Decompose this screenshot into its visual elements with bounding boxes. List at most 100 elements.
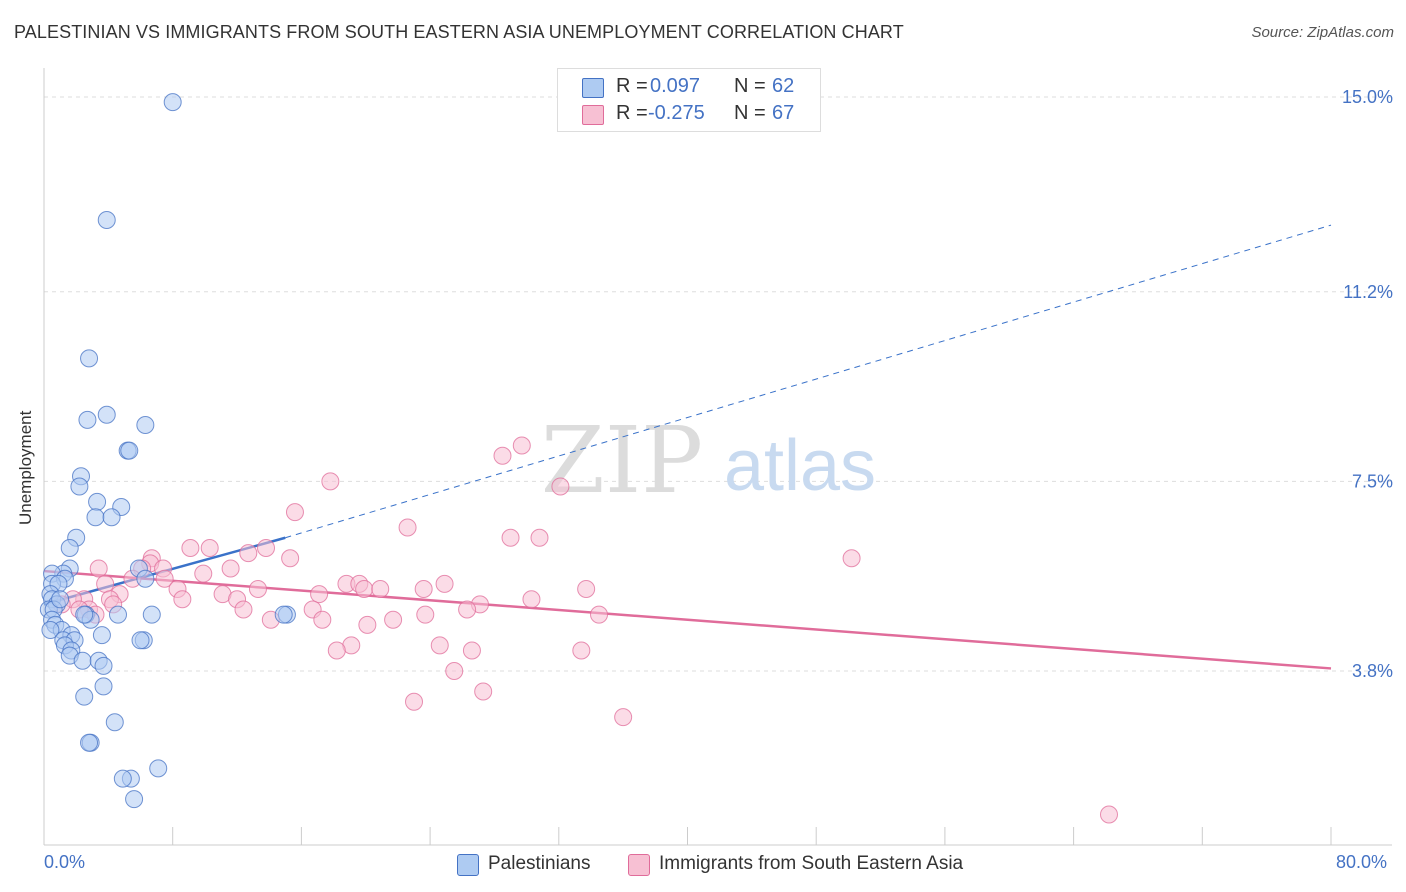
immigrants-point <box>614 708 633 727</box>
immigrants-point <box>313 610 332 629</box>
legend-r-value: -0.275 <box>648 102 705 124</box>
y-tick-label: 11.2% <box>1343 282 1393 302</box>
immigrants-point <box>551 477 570 496</box>
palestinians-point <box>105 713 124 732</box>
legend-swatch-pink <box>582 105 604 125</box>
watermark-atlas: atlas <box>724 426 876 506</box>
palestinians-point <box>88 492 107 511</box>
legend-row-palestinians: R = 0.097 N = 62 <box>558 73 820 101</box>
palestinians-point <box>75 687 94 706</box>
y-tick-label: 3.8% <box>1352 661 1393 681</box>
palestinians-point <box>120 441 139 460</box>
immigrants-point <box>416 605 435 624</box>
immigrants-point <box>371 580 390 598</box>
chart-title: PALESTINIAN VS IMMIGRANTS FROM SOUTH EAS… <box>14 22 904 42</box>
palestinians-point <box>131 631 150 650</box>
immigrants-point <box>522 590 541 609</box>
palestinians-point <box>78 410 97 429</box>
palestinians-point <box>97 405 116 424</box>
palestinians-point <box>109 605 128 624</box>
immigrants-point <box>405 692 424 711</box>
immigrants-point <box>181 539 200 557</box>
palestinians-point <box>51 590 70 609</box>
palestinians-point <box>92 626 111 645</box>
immigrants-point <box>530 528 549 547</box>
legend-r-label: R = <box>616 75 648 97</box>
axis-layer <box>43 68 1392 846</box>
immigrants-point <box>155 569 174 588</box>
palestinians-point <box>274 605 293 624</box>
immigrants-point <box>194 564 213 583</box>
legend-n-value: 67 <box>772 102 795 124</box>
x-tick-label-max: 80.0% <box>1336 852 1388 872</box>
watermark: ZIP atlas <box>541 407 876 514</box>
x-tick-label-min: 0.0% <box>44 852 86 872</box>
immigrants-point <box>512 436 531 455</box>
immigrants-point <box>327 641 346 660</box>
immigrants-point <box>398 518 417 537</box>
immigrants-point <box>572 641 591 660</box>
palestinians-point <box>142 605 161 624</box>
immigrants-point <box>239 544 258 563</box>
legend-label-immigrants: Immigrants from South Eastern Asia <box>659 853 964 874</box>
palestinians-point <box>94 656 113 675</box>
palestinians-point <box>80 733 99 752</box>
immigrants-point <box>501 528 520 547</box>
palestinians-point <box>149 759 168 778</box>
legend-swatch-blue <box>582 78 604 98</box>
y-tick-labels: 3.8% 7.5% 11.2% 15.0% <box>1342 87 1393 681</box>
immigrants-point <box>493 446 512 465</box>
immigrants-point <box>173 590 192 609</box>
immigrants-point <box>248 580 267 598</box>
immigrants-point <box>358 615 377 634</box>
legend-r-label: R = <box>616 102 648 124</box>
immigrants-point <box>281 549 300 568</box>
legend-swatch-palestinians <box>457 854 479 876</box>
immigrants-point <box>1099 805 1118 824</box>
immigrants-point <box>842 549 861 568</box>
immigrants-point <box>577 580 596 598</box>
palestinians-point <box>97 211 116 229</box>
legend-swatch-immigrants <box>628 854 650 876</box>
palestinians-point <box>86 508 105 527</box>
immigrants-point <box>285 503 304 522</box>
immigrants-point <box>355 580 374 598</box>
palestinians-point <box>136 569 155 588</box>
palestinians-point <box>41 621 60 639</box>
palestinians-point <box>113 769 132 788</box>
palestinians-trend-dashed <box>285 224 1332 539</box>
immigrants-point <box>234 600 253 619</box>
palestinians-point <box>60 539 79 557</box>
immigrants-point <box>590 605 609 624</box>
immigrants-point <box>435 574 454 593</box>
legend-r-value: 0.097 <box>650 75 701 97</box>
correlation-legend: R = 0.097 N = 62 R = -0.275 N = 67 <box>557 68 821 132</box>
palestinians-point <box>94 677 113 696</box>
immigrants-point <box>414 580 433 598</box>
grid-layer <box>44 96 1392 672</box>
immigrants-point <box>221 559 240 578</box>
immigrants-point <box>257 539 276 557</box>
immigrants-point <box>321 472 340 491</box>
immigrants-point <box>445 662 464 680</box>
immigrants-point <box>310 585 329 604</box>
legend-n-label: N = <box>734 75 766 97</box>
palestinians-point <box>163 93 182 112</box>
immigrants-point <box>474 682 493 701</box>
legend-n-label: N = <box>734 102 766 124</box>
palestinians-point <box>136 416 155 434</box>
series-legend: Palestinians Immigrants from South Easte… <box>0 850 1406 880</box>
source-label: Source: ZipAtlas.com <box>1251 24 1394 41</box>
palestinians-point <box>73 651 92 670</box>
palestinians-point <box>125 790 144 809</box>
legend-n-value: 62 <box>772 75 795 97</box>
immigrants-point <box>384 610 403 629</box>
palestinians-point <box>75 605 94 624</box>
immigrants-point <box>89 559 108 578</box>
watermark-zip: ZIP <box>541 407 703 514</box>
immigrants-trend-solid <box>43 569 1332 670</box>
palestinians-point <box>80 349 99 368</box>
points-layer <box>39 93 1118 824</box>
palestinians-point <box>70 477 89 496</box>
